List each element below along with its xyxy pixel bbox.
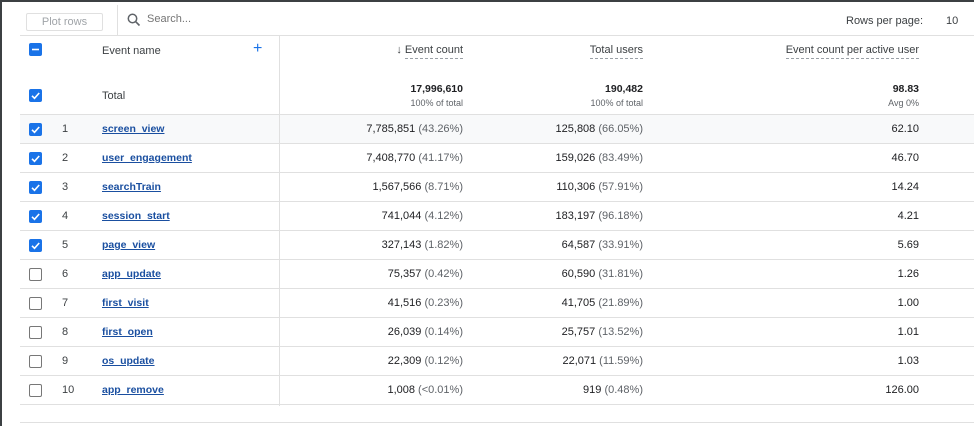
per-user-cell: 4.21 — [897, 210, 919, 222]
column-divider — [279, 36, 280, 406]
event-count-cell: 22,309 (0.12%) — [387, 355, 463, 367]
row-checkbox[interactable] — [29, 268, 42, 281]
total-users-cell: 110,306 (57.91%) — [556, 181, 643, 193]
search-icon — [127, 13, 141, 27]
total-users-value: 190,482 — [605, 83, 643, 95]
divider — [117, 5, 118, 36]
row-number: 9 — [62, 355, 69, 367]
event-name-link[interactable]: session_start — [102, 210, 170, 222]
total-users-cell: 64,587 (33.91%) — [561, 239, 643, 251]
total-users-header[interactable]: Total users — [589, 44, 643, 59]
table-row: 5 page_view 327,143 (1.82%) 64,587 (33.9… — [20, 231, 974, 260]
event-count-cell: 41,516 (0.23%) — [387, 297, 463, 309]
plot-rows-button[interactable]: Plot rows — [26, 13, 103, 31]
rows-per-page-label: Rows per page: — [846, 15, 924, 27]
row-checkbox[interactable] — [29, 355, 42, 368]
total-event-count-sub: 100% of total — [410, 98, 463, 108]
rows-per-page-select[interactable]: 10 — [946, 15, 959, 27]
table-row: 10 app_remove 1,008 (<0.01%) 919 (0.48%)… — [20, 376, 974, 405]
table-row: 1 screen_view 7,785,851 (43.26%) 125,808… — [20, 115, 974, 144]
table-row: 7 first_visit 41,516 (0.23%) 41,705 (21.… — [20, 289, 974, 318]
row-checkbox[interactable] — [29, 210, 42, 223]
total-users-sub: 100% of total — [590, 98, 643, 108]
per-user-cell: 126.00 — [885, 384, 919, 396]
event-name-header[interactable]: Event name — [102, 45, 161, 57]
total-users-cell: 183,197 (96.18%) — [555, 210, 643, 222]
row-checkbox[interactable] — [29, 326, 42, 339]
row-number: 3 — [62, 181, 69, 193]
row-checkbox[interactable] — [29, 123, 42, 136]
event-name-link[interactable]: app_update — [102, 268, 161, 280]
per-user-cell: 1.03 — [897, 355, 919, 367]
per-user-cell: 46.70 — [891, 152, 919, 164]
event-count-header[interactable]: ↓ Event count — [396, 44, 463, 59]
event-count-cell: 26,039 (0.14%) — [387, 326, 463, 338]
event-count-cell: 7,785,851 (43.26%) — [366, 123, 463, 135]
per-user-cell: 1.01 — [897, 326, 919, 338]
per-user-cell: 1.26 — [897, 268, 919, 280]
event-count-cell: 1,008 (<0.01%) — [387, 384, 463, 396]
row-checkbox[interactable] — [29, 297, 42, 310]
table-toolbar: Plot rows Rows per page: 10 — [20, 5, 974, 36]
header-row: Event name + ↓ Event count Total users E… — [20, 36, 974, 76]
event-count-cell: 75,357 (0.42%) — [387, 268, 463, 280]
event-name-link[interactable]: first_open — [102, 326, 153, 338]
add-dimension-icon[interactable]: + — [253, 40, 263, 57]
footer-divider — [20, 422, 974, 423]
select-all-checkbox[interactable] — [29, 43, 42, 56]
table-row: 2 user_engagement 7,408,770 (41.17%) 159… — [20, 144, 974, 173]
total-per-user-sub: Avg 0% — [888, 98, 919, 108]
total-users-cell: 125,808 (66.05%) — [555, 123, 643, 135]
event-name-link[interactable]: searchTrain — [102, 181, 161, 193]
total-event-count: 17,996,610 — [410, 83, 463, 95]
row-checkbox[interactable] — [29, 239, 42, 252]
per-user-cell: 1.00 — [897, 297, 919, 309]
table-row: 9 os_update 22,309 (0.12%) 22,071 (11.59… — [20, 347, 974, 376]
total-label: Total — [102, 90, 126, 102]
row-number: 6 — [62, 268, 69, 280]
total-users-cell: 159,026 (83.49%) — [555, 152, 643, 164]
row-number: 2 — [62, 152, 69, 164]
row-number: 10 — [62, 384, 75, 396]
total-users-cell: 22,071 (11.59%) — [562, 355, 643, 367]
total-row: Total 17,996,610 100% of total 190,482 1… — [20, 76, 974, 115]
row-number: 7 — [62, 297, 69, 309]
per-user-cell: 5.69 — [897, 239, 919, 251]
event-count-cell: 1,567,566 (8.71%) — [372, 181, 463, 193]
event-count-cell: 327,143 (1.82%) — [381, 239, 463, 251]
search-input[interactable] — [147, 13, 447, 25]
event-name-link[interactable]: app_remove — [102, 384, 164, 396]
event-name-link[interactable]: page_view — [102, 239, 156, 251]
event-name-link[interactable]: os_update — [102, 355, 155, 367]
event-name-link[interactable]: user_engagement — [102, 152, 192, 164]
total-users-cell: 25,757 (13.52%) — [561, 326, 643, 338]
row-number: 1 — [62, 123, 69, 135]
total-users-cell: 60,590 (31.81%) — [561, 268, 643, 280]
per-user-header[interactable]: Event count per active user — [785, 44, 919, 59]
event-name-link[interactable]: first_visit — [102, 297, 149, 309]
total-checkbox[interactable] — [29, 89, 42, 102]
event-count-cell: 741,044 (4.12%) — [381, 210, 463, 222]
table-row: 3 searchTrain 1,567,566 (8.71%) 110,306 … — [20, 173, 974, 202]
row-checkbox[interactable] — [29, 152, 42, 165]
arrow-down-icon: ↓ — [396, 44, 405, 56]
per-user-cell: 62.10 — [891, 123, 919, 135]
row-checkbox[interactable] — [29, 384, 42, 397]
row-number: 8 — [62, 326, 69, 338]
row-checkbox[interactable] — [29, 181, 42, 194]
event-name-link[interactable]: screen_view — [102, 123, 165, 135]
table-row: 6 app_update 75,357 (0.42%) 60,590 (31.8… — [20, 260, 974, 289]
per-user-cell: 14.24 — [891, 181, 919, 193]
event-count-cell: 7,408,770 (41.17%) — [366, 152, 463, 164]
total-per-user: 98.83 — [892, 83, 919, 95]
table-row: 8 first_open 26,039 (0.14%) 25,757 (13.5… — [20, 318, 974, 347]
row-number: 5 — [62, 239, 69, 251]
row-number: 4 — [62, 210, 69, 222]
total-users-cell: 41,705 (21.89%) — [561, 297, 643, 309]
total-users-cell: 919 (0.48%) — [583, 384, 643, 396]
table-row: 4 session_start 741,044 (4.12%) 183,197 … — [20, 202, 974, 231]
